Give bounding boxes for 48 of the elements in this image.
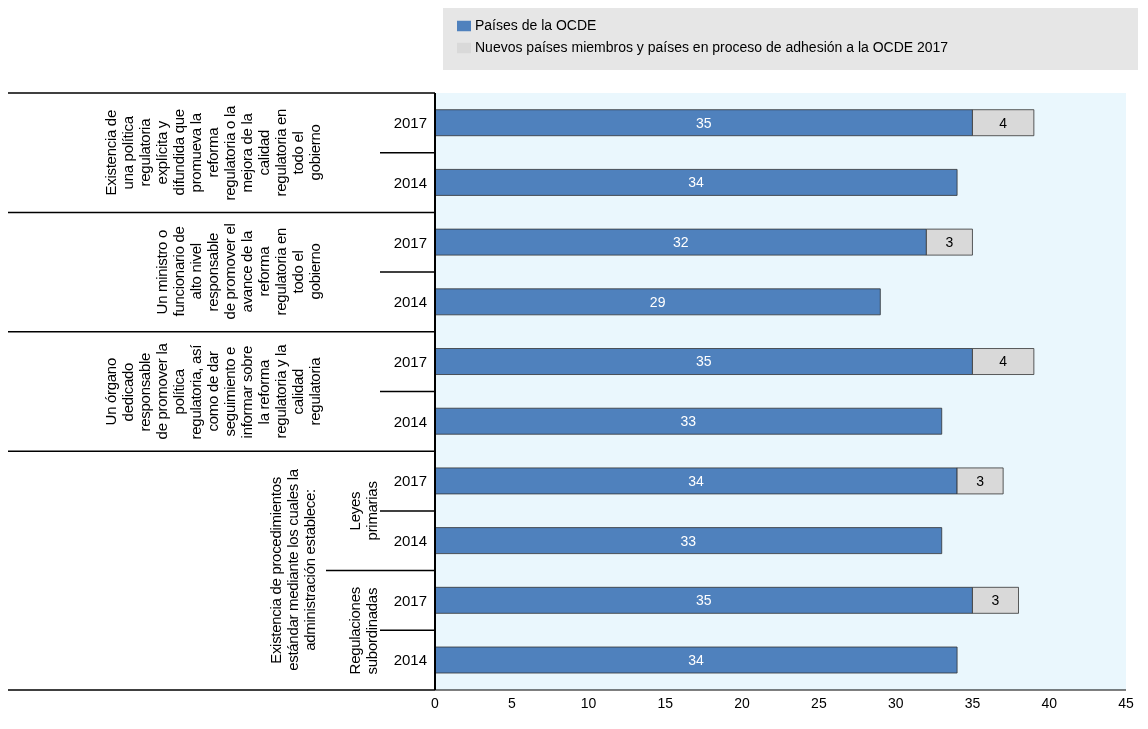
x-tick-label: 20: [734, 694, 751, 711]
y-tick-label: 2014: [393, 412, 427, 430]
x-tick-label: 5: [507, 694, 516, 711]
y-tick-label: 2014: [393, 293, 427, 311]
data-label: 32: [672, 234, 689, 251]
y-tick-label: 2014: [393, 173, 427, 191]
x-tick-label: 45: [1118, 694, 1134, 711]
data-label: 4: [999, 353, 1008, 370]
x-tick-label: 25: [811, 694, 827, 711]
y-tick-label: 2017: [393, 591, 427, 609]
legend-label: Nuevos países miembros y países en proceso de adhesión a la OCDE 2017: [475, 39, 949, 55]
x-tick-label: 0: [431, 694, 440, 711]
y-tick-label: 2017: [393, 472, 427, 490]
data-label: 33: [680, 532, 697, 549]
y-tick-label: 2014: [393, 651, 427, 669]
data-label: 35: [695, 592, 712, 609]
data-label: 3: [976, 472, 985, 489]
data-label: 33: [680, 413, 697, 430]
text: Un órgano dedicado responsable de promover la política regulatoria, así como de dar seguimiento e informar sobre la reforma regulatoria y la calidad regulatoria: [102, 343, 323, 440]
data-label: 35: [695, 353, 712, 370]
data-label: 34: [688, 174, 705, 191]
data-label: 3: [945, 234, 954, 251]
x-tick-label: 15: [657, 694, 674, 711]
data-label: 34: [688, 472, 705, 489]
bar: [435, 169, 958, 196]
bar: [435, 288, 881, 316]
text: Regulaciones subordinadas: [346, 585, 380, 676]
data-label: 3: [991, 592, 1000, 609]
data-label: 35: [695, 114, 712, 131]
x-tick-label: 10: [580, 694, 597, 711]
x-tick-label: 35: [964, 694, 981, 711]
y-tick-label: 2017: [393, 233, 427, 251]
bar: [435, 646, 958, 674]
y-tick-label: 2014: [393, 532, 427, 550]
text: Existencia de procedimientos estándar mediante los cuales la administración establece:: [267, 468, 318, 674]
bar: [435, 527, 943, 555]
x-tick-label: 30: [887, 694, 904, 711]
text: Un ministro o funcionario de alto nivel responsable de promover el avance de la reforma regulatoria en todo el gobierno: [153, 224, 323, 321]
text: Leyes primarias: [346, 480, 380, 543]
y-tick-label: 2017: [393, 352, 427, 370]
data-label: 4: [999, 114, 1008, 131]
data-label: 34: [688, 651, 705, 668]
legend-label: Países de la OCDE: [475, 17, 597, 33]
y-tick-label: 2017: [393, 114, 427, 132]
x-tick-label: 40: [1041, 694, 1058, 711]
bar: [435, 407, 943, 435]
text: Existencia de una política regulatoria explícita y difundida que promueva la reforma regulatoria o la mejora de la calidad regulatoria en todo el gobierno: [102, 105, 323, 200]
data-label: 29: [649, 293, 666, 310]
